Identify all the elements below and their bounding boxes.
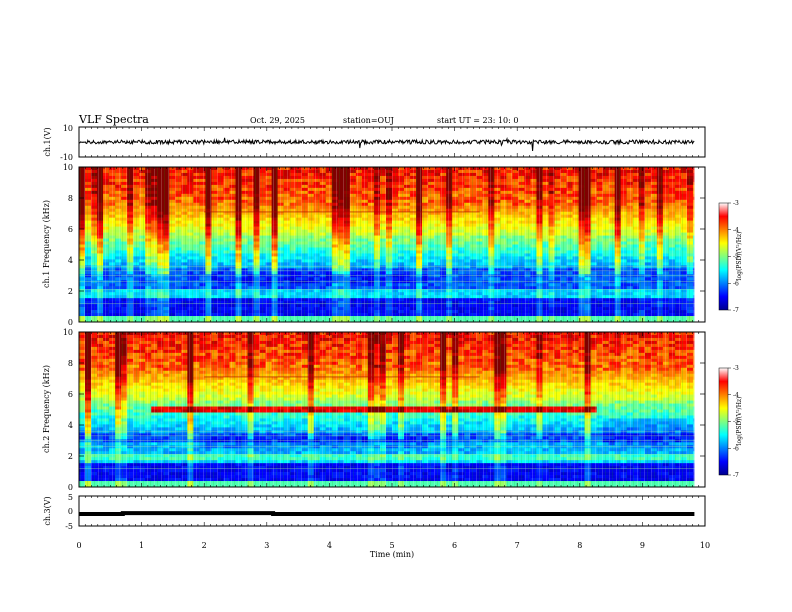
station-label: station=OUJ	[343, 116, 394, 125]
time-axis: 0 1 2 3 4 5 6 7 8 9 10	[76, 127, 710, 550]
colorbar-tick-label: -7	[733, 472, 739, 479]
ch1-ytick-top: 10	[63, 124, 73, 133]
freq-tick-label: 8	[68, 194, 73, 203]
freq-tick-label: 0	[68, 318, 73, 327]
ch3-panel: 5 0 -5 ch.3(V)	[43, 493, 706, 531]
colorbar-tick-label: -6	[733, 280, 739, 287]
colorbar-tick-label: -3	[733, 365, 739, 372]
freq-tick-label: 0	[68, 483, 73, 492]
ch2-spectrogram-panel: 0 2 4 6 8 10 ch.2 Frequency (kHz) -3 -4 -5 -6 -7 …	[42, 328, 743, 492]
ch1-colorbar: -3 -4 -5 -6 -7 log(PSD)(V²/Hz)	[718, 200, 743, 314]
date-label: Oct. 29, 2025	[250, 116, 305, 125]
ch3-trace	[79, 511, 695, 516]
time-tick-label: 8	[577, 541, 582, 550]
freq-tick-label: 10	[63, 328, 73, 337]
colorbar-tick-label: -4	[733, 227, 739, 234]
colorbar-tick-label: -6	[733, 445, 739, 452]
freq-tick-label: 6	[68, 225, 73, 234]
ch1-ytick-bottom: -10	[60, 153, 73, 162]
freq-tick-label: 2	[68, 287, 73, 296]
time-tick-label: 1	[139, 541, 144, 550]
time-tick-label: 3	[264, 541, 269, 550]
ch2-colorbar-label: log(PSD)(V²/Hz)	[736, 397, 743, 446]
ch1-trace	[78, 136, 695, 152]
freq-tick-label: 8	[68, 359, 73, 368]
ch3-ytick-mid: 0	[68, 507, 73, 516]
ch1-colorbar-label: log(PSD)(V²/Hz)	[736, 232, 743, 281]
colorbar-tick-label: -5	[733, 419, 739, 426]
ch2-spectrogram-image	[79, 332, 706, 488]
start-time-label: start UT = 23: 10: 0	[437, 116, 518, 125]
ch1-spectrogram-image	[79, 167, 706, 323]
time-tick-label: 5	[389, 541, 394, 550]
freq-tick-label: 10	[63, 163, 73, 172]
time-tick-label: 10	[700, 541, 710, 550]
colorbar-tick-label: -3	[733, 200, 739, 207]
time-tick-label: 6	[452, 541, 457, 550]
ch2-freq-ylabel: ch.2 Frequency (kHz)	[42, 365, 51, 453]
figure-title: VLF Spectra	[78, 113, 149, 126]
ch3-ylabel: ch.3(V)	[43, 496, 52, 525]
colorbar-tick-label: -4	[733, 392, 739, 399]
time-tick-label: 4	[327, 541, 332, 550]
freq-tick-label: 2	[68, 452, 73, 461]
freq-tick-label: 4	[68, 256, 73, 265]
time-tick-label: 7	[515, 541, 520, 550]
time-tick-label: 2	[202, 541, 207, 550]
time-axis-label: Time (min)	[370, 550, 414, 559]
ch1-spectrogram-panel: 0 2 4 6 8 10 ch.1 Frequency (kHz) -3 -4 -5 -6 -7 …	[42, 163, 743, 327]
time-tick-label: 0	[76, 541, 81, 550]
freq-tick-label: 6	[68, 390, 73, 399]
time-tick-label: 9	[640, 541, 645, 550]
ch3-ytick-bottom: -5	[65, 522, 73, 531]
freq-tick-label: 4	[68, 421, 73, 430]
ch1-ylabel: ch.1(V)	[43, 127, 52, 156]
ch3-ytick-top: 5	[68, 493, 73, 502]
ch1-freq-ylabel: ch.1 Frequency (kHz)	[42, 200, 51, 288]
colorbar-tick-label: -5	[733, 254, 739, 261]
ch2-colorbar: -3 -4 -5 -6 -7 log(PSD)(V²/Hz)	[718, 365, 743, 479]
colorbar-tick-label: -7	[733, 307, 739, 314]
ch1-waveform-panel: 10 -10 ch.1(V)	[43, 124, 706, 162]
